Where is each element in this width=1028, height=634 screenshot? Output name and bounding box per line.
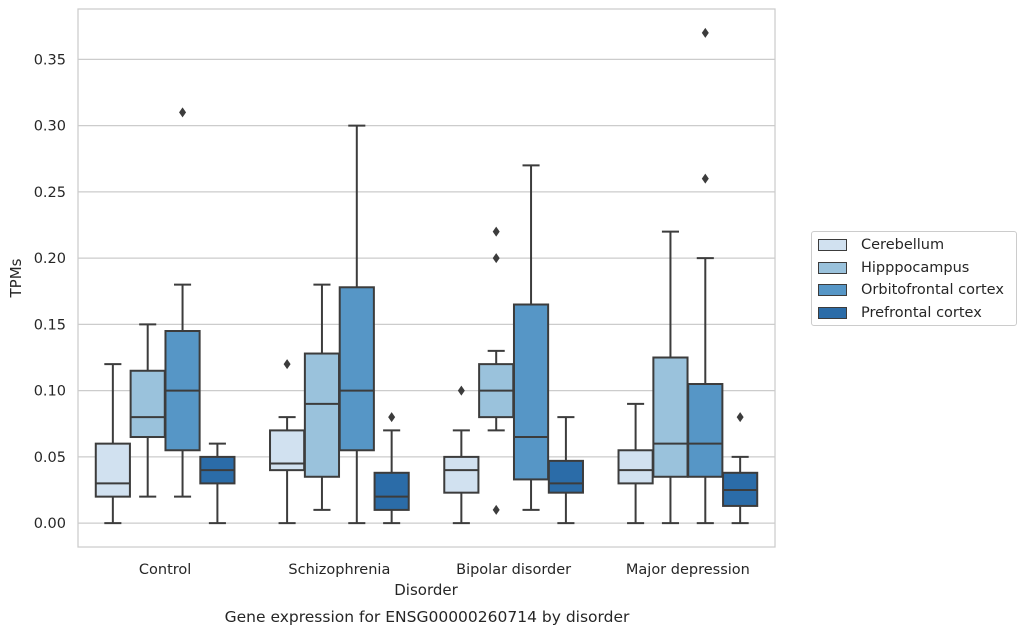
x-tick-labels: Control Schizophrenia Bipolar disorder Majo… [139,562,750,578]
outlier-point [283,359,291,370]
box-1-3 [652,230,689,525]
box [303,352,341,478]
legend-label: Cerebellum [861,237,945,253]
x-tick-label: Control [139,562,191,578]
box-1-0 [129,323,166,498]
box [652,356,689,478]
chart-title: Gene expression for ENSG00000260714 by d… [225,608,630,626]
x-tick-label: Bipolar disorder [456,562,571,578]
box-0-2 [443,385,480,525]
outlier-point [388,412,396,423]
legend-swatch [818,284,847,296]
box [547,459,584,494]
y-tick-label: 0.30 [34,119,66,135]
y-axis-label: TPMs [7,258,25,298]
legend-item: Cerebellum [818,235,944,255]
box-0-1 [269,359,306,525]
legend-label: Prefrontal cortex [861,304,982,321]
legend: Cerebellum Hipppocampus Orbitofrontal cort… [811,231,1017,326]
outlier-point [736,412,744,423]
box [338,286,375,452]
box [512,303,550,481]
outlier-point [179,107,187,118]
box [443,455,480,494]
box-3-3 [722,412,759,525]
x-axis-label: Disorder [394,581,458,599]
y-tick-label: 0.05 [34,450,66,466]
legend-item: Orbitofrontal cortex [818,280,1004,300]
box-groups [94,27,759,525]
y-tick-label: 0.15 [34,317,66,333]
y-tick-label: 0.20 [34,251,66,267]
box-3-2 [547,416,584,525]
outlier-point [701,27,709,38]
legend-swatch [818,306,847,319]
box-2-0 [164,107,201,498]
legend-label: Hipppocampus [861,259,970,276]
box-1-1 [303,283,341,511]
outlier-point [492,253,500,264]
outlier-point [701,173,709,184]
box-0-3 [617,402,654,525]
box-0-0 [94,363,131,525]
box [373,471,410,511]
outlier-point [492,504,500,515]
box-3-1 [373,412,410,525]
box-2-3 [687,27,724,525]
box-3-0 [199,442,236,525]
box [94,442,131,498]
y-tick-label: 0.25 [34,185,66,201]
outlier-point [492,226,500,237]
box-2-1 [338,124,375,525]
box-1-2 [478,226,515,515]
legend-item: Hipppocampus [818,258,969,278]
legend-label: Orbitofrontal cortex [861,282,1004,298]
box-2-2 [512,164,550,511]
plot-frame [77,8,776,548]
box [687,383,724,478]
x-tick-label: Schizophrenia [288,562,390,578]
legend-swatch [818,239,847,251]
x-tick-label: Major depression [626,562,750,578]
box [129,369,166,439]
y-tick-label: 0.35 [34,52,66,68]
legend-item: Prefrontal cortex [818,303,982,323]
legend-swatch [818,261,847,274]
y-tick-labels: 0.00 0.05 0.10 0.15 0.20 0.25 0.30 0.35 [34,52,66,532]
box [617,449,654,485]
outlier-point [457,385,465,396]
y-tick-label: 0.00 [34,516,66,532]
y-tick-label: 0.10 [34,384,66,400]
